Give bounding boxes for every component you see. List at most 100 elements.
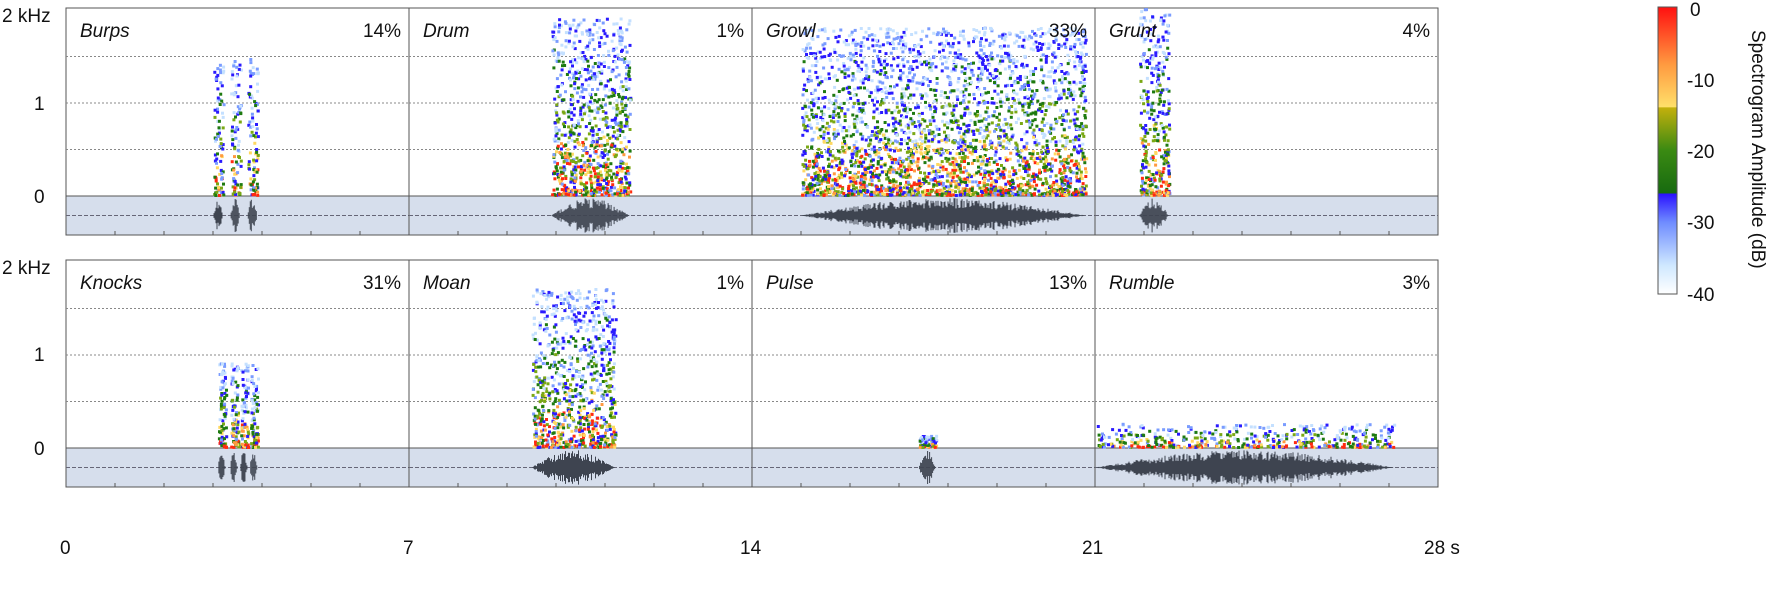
spectrogram-pixel: [914, 124, 917, 128]
spectrogram-pixel: [1069, 47, 1073, 51]
spectrogram-pixel: [606, 142, 610, 146]
spectrogram-pixel: [908, 190, 912, 194]
spectrogram-pixel: [945, 104, 949, 108]
spectrogram-pixel: [879, 192, 883, 196]
spectrogram-pixel: [876, 188, 880, 192]
spectrogram-pixel: [585, 151, 589, 155]
spectrogram-pixel: [587, 167, 591, 171]
spectrogram-pixel: [607, 49, 610, 53]
spectrogram-pixel: [1007, 106, 1011, 110]
spectrogram-pixel: [995, 115, 999, 119]
spectrogram-pixel: [618, 165, 622, 169]
spectrogram-pixel: [864, 70, 868, 74]
spectrogram-pixel: [988, 72, 992, 76]
spectrogram-pixel: [222, 103, 226, 107]
spectrogram-pixel: [221, 71, 225, 75]
spectrogram-pixel: [863, 86, 866, 90]
spectrogram-pixel: [1019, 122, 1023, 125]
spectrogram-pixel: [584, 173, 588, 177]
spectrogram-pixel: [881, 186, 885, 190]
spectrogram-pixel: [1026, 80, 1030, 84]
spectrogram-pixel: [1144, 165, 1148, 169]
spectrogram-pixel: [814, 52, 818, 56]
spectrogram-pixel: [619, 161, 623, 165]
spectrogram-pixel: [816, 122, 820, 125]
spectrogram-pixel: [993, 153, 997, 157]
spectrogram-pixel: [588, 100, 592, 104]
spectrogram-pixel: [1055, 179, 1059, 183]
spectrogram-pixel: [598, 190, 601, 194]
spectrogram-pixel: [990, 57, 994, 61]
spectrogram-pixel: [858, 107, 862, 110]
spectrogram-pixel: [950, 179, 954, 183]
spectrogram-pixel: [984, 118, 988, 121]
spectrogram-pixel: [1062, 128, 1066, 132]
spectrogram-pixel: [926, 175, 930, 179]
spectrogram-pixel: [1003, 134, 1007, 138]
spectrogram-pixel: [1143, 37, 1147, 41]
spectrogram-pixel: [920, 142, 924, 145]
spectrogram-pixel: [832, 102, 836, 106]
spectrogram-pixel: [904, 27, 908, 31]
spectrogram-pixel: [884, 32, 888, 36]
spectrogram-pixel: [614, 176, 618, 180]
spectrogram-pixel: [604, 94, 608, 98]
spectrogram-pixel: [821, 96, 825, 100]
spectrogram-pixel: [1036, 45, 1039, 49]
spectrogram-pixel: [1072, 138, 1076, 142]
spectrogram-pixel: [610, 118, 614, 122]
spectrogram-pixel: [845, 134, 849, 138]
spectrogram-pixel: [605, 182, 609, 185]
spectrogram-pixel: [1068, 194, 1072, 197]
spectrogram-pixel: [620, 97, 624, 101]
spectrogram-pixel: [557, 30, 561, 34]
spectrogram-pixel: [583, 54, 587, 58]
spectrogram-pixel: [1049, 123, 1053, 127]
spectrogram-pixel: [909, 149, 912, 153]
spectrogram-pixel: [871, 98, 874, 102]
spectrogram-pixel: [876, 162, 880, 166]
spectrogram-pixel: [1001, 59, 1005, 63]
spectrogram-pixel: [851, 133, 855, 137]
spectrogram-pixel: [594, 180, 598, 184]
spectrogram-pixel: [887, 168, 891, 171]
spectrogram-pixel: [851, 72, 855, 76]
spectrogram-pixel: [853, 119, 857, 123]
spectrogram-pixel: [593, 62, 597, 65]
spectrogram-pixel: [1023, 83, 1027, 87]
spectrogram-pixel: [909, 159, 913, 163]
spectrogram-pixel: [900, 101, 904, 104]
spectrogram-pixel: [598, 41, 601, 45]
spectrogram-pixel: [869, 159, 873, 163]
spectrogram-pixel: [1015, 34, 1019, 38]
spectrogram-pixel: [555, 187, 559, 191]
spectrogram-pixel: [801, 187, 805, 191]
spectrogram-pixel: [834, 99, 838, 103]
spectrogram-pixel: [886, 41, 890, 45]
spectrogram-pixel: [627, 87, 631, 91]
spectrogram-pixel: [580, 90, 584, 94]
spectrogram-pixel: [899, 69, 902, 73]
spectrogram-pixel: [1040, 110, 1044, 113]
spectrogram-pixel: [1063, 178, 1067, 182]
spectrogram-pixel: [834, 178, 838, 182]
spectrogram-pixel: [956, 168, 960, 172]
spectrogram-pixel: [986, 58, 990, 62]
spectrogram-pixel: [589, 55, 593, 59]
spectrogram-pixel: [876, 120, 879, 124]
spectrogram-pixel: [842, 136, 846, 140]
spectrogram-pixel: [1021, 189, 1025, 193]
spectrogram-pixel: [601, 186, 605, 190]
spectrogram-pixel: [618, 26, 622, 30]
spectrogram-pixel: [1009, 180, 1013, 184]
spectrogram-pixel: [893, 168, 897, 172]
spectrogram-pixel: [1014, 172, 1018, 176]
spectrogram-pixel: [615, 46, 619, 50]
spectrogram-pixel: [624, 79, 628, 83]
spectrogram-pixel: [805, 115, 809, 119]
spectrogram-pixel: [952, 171, 956, 175]
spectrogram-pixel: [607, 193, 610, 197]
spectrogram-pixel: [1073, 42, 1077, 46]
spectrogram-pixel: [963, 166, 966, 170]
spectrogram-pixel: [986, 76, 990, 80]
